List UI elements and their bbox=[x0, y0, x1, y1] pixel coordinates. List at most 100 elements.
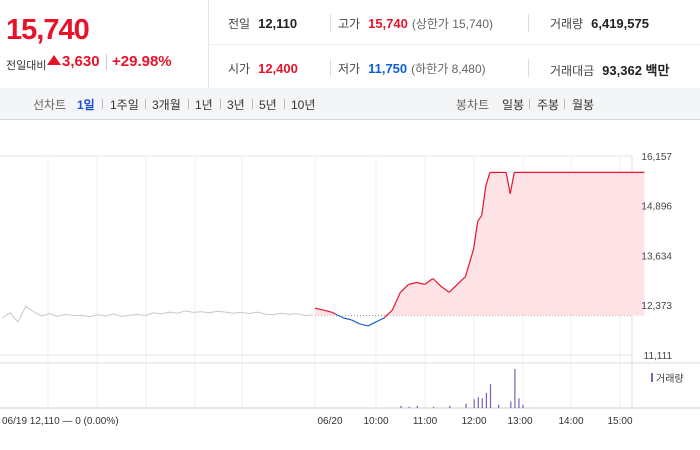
candle-weekly[interactable]: 주봉 bbox=[537, 98, 560, 112]
x-tick-label: 13:00 bbox=[507, 416, 532, 427]
change-value: 3,630 bbox=[62, 53, 100, 70]
divider bbox=[220, 99, 221, 109]
divider bbox=[564, 99, 565, 109]
x-tick-label: 15:00 bbox=[607, 416, 632, 427]
period-10y[interactable]: 10년 bbox=[291, 98, 316, 112]
price-box: 15,740 전일대비 3,630 +29.98% bbox=[0, 0, 209, 88]
price-segment bbox=[509, 172, 515, 194]
period-1y[interactable]: 1년 bbox=[195, 98, 213, 112]
stat-label: 시가 bbox=[228, 62, 251, 76]
stat-value: 93,362 백만 bbox=[602, 63, 670, 78]
divider bbox=[145, 99, 146, 109]
volume-bar bbox=[518, 398, 520, 409]
volume-legend-label: 거래량 bbox=[656, 373, 684, 385]
stat-low: 저가 11,750 (하한가 8,480) bbox=[338, 60, 486, 77]
volume-bar bbox=[416, 405, 418, 408]
y-tick-label: 13,634 bbox=[641, 252, 672, 263]
price-segment bbox=[399, 283, 409, 293]
y-tick-label: 16,157 bbox=[641, 152, 672, 163]
price-segment bbox=[335, 313, 344, 319]
period-1d[interactable]: 1일 bbox=[77, 98, 95, 112]
volume-bar bbox=[489, 384, 492, 408]
y-tick-label: 12,373 bbox=[641, 301, 672, 312]
price-segment bbox=[440, 285, 450, 293]
price-segment bbox=[391, 292, 401, 311]
y-axis: 16,157 14,896 13,634 12,373 11,111 bbox=[641, 152, 672, 362]
today-line bbox=[314, 171, 645, 327]
divider bbox=[252, 99, 253, 109]
prev-day-caption: 06/19 12,110 — 0 (0.00%) bbox=[2, 416, 119, 427]
line-chart-label: 선차트 bbox=[33, 98, 67, 112]
price-segment bbox=[432, 278, 442, 287]
price-segment bbox=[359, 323, 369, 327]
prev-day-series bbox=[1, 305, 314, 323]
candle-monthly[interactable]: 월봉 bbox=[572, 98, 595, 112]
stat-label: 전일 bbox=[228, 17, 251, 31]
price-segment bbox=[343, 317, 352, 321]
x-tick-label: 10:00 bbox=[363, 416, 388, 427]
stat-value: 6,419,575 bbox=[591, 16, 649, 31]
price-segment bbox=[448, 283, 458, 293]
price-segment bbox=[464, 248, 475, 277]
x-tick-label: 14:00 bbox=[558, 416, 583, 427]
divider bbox=[188, 99, 189, 109]
volume-bar bbox=[481, 398, 483, 409]
volume-bar bbox=[498, 404, 500, 409]
divider bbox=[528, 59, 529, 77]
price-segment bbox=[485, 172, 491, 187]
quote-header: 15,740 전일대비 3,630 +29.98% 전일 12,110 고가 15,… bbox=[0, 0, 700, 89]
stat-high: 고가 15,740 (상한가 15,740) bbox=[338, 15, 493, 32]
stat-trade-amount: 거래대금 93,362 백만 bbox=[550, 60, 669, 79]
candle-daily[interactable]: 일봉 bbox=[502, 98, 525, 112]
volume-bar bbox=[477, 397, 479, 408]
price-segment bbox=[375, 317, 385, 323]
volume-bar bbox=[510, 401, 512, 408]
y-tick-label: 11,111 bbox=[644, 351, 673, 362]
stat-value: 15,740 bbox=[368, 16, 408, 31]
volume-bar bbox=[485, 392, 487, 408]
price-segment bbox=[351, 319, 360, 325]
price-segment bbox=[481, 185, 487, 216]
prev-day-line bbox=[1, 305, 314, 323]
price-segment bbox=[424, 278, 434, 285]
divider bbox=[106, 54, 107, 70]
stat-label: 저가 bbox=[338, 62, 361, 76]
period-3m[interactable]: 3개월 bbox=[152, 98, 181, 112]
divider bbox=[330, 59, 331, 77]
volume-bar bbox=[473, 399, 475, 408]
stat-volume: 거래량 6,419,575 bbox=[550, 15, 649, 32]
price-segment bbox=[416, 281, 425, 285]
stat-label: 거래대금 bbox=[550, 64, 595, 78]
price-segment bbox=[505, 172, 511, 194]
stat-label: 고가 bbox=[338, 17, 361, 31]
divider bbox=[528, 14, 529, 32]
volume-bar bbox=[400, 405, 402, 408]
price-segment bbox=[477, 215, 483, 222]
period-3y[interactable]: 3년 bbox=[227, 98, 245, 112]
volume-bar bbox=[432, 406, 435, 408]
stat-value: 12,110 bbox=[258, 16, 298, 31]
stat-value: 11,750 bbox=[368, 61, 408, 76]
divider bbox=[529, 99, 530, 109]
stat-label: 거래량 bbox=[550, 17, 584, 31]
volume-panel: 거래량 bbox=[400, 369, 684, 409]
up-area-fill bbox=[315, 172, 645, 316]
divider bbox=[330, 14, 331, 32]
change-label: 전일대비 bbox=[6, 60, 47, 72]
price-segment bbox=[367, 321, 377, 327]
x-tick-label: 11:00 bbox=[413, 416, 438, 427]
price-segment bbox=[314, 307, 332, 313]
chart-toolbar: 선차트 1일 1주일 3개월 1년 3년 5년 10년 봉차트 일봉 주봉 월봉 bbox=[0, 88, 700, 120]
volume-bar bbox=[449, 405, 451, 408]
period-1w[interactable]: 1주일 bbox=[110, 98, 139, 112]
volume-bar bbox=[465, 403, 467, 408]
candle-chart-label: 봉차트 bbox=[456, 98, 490, 112]
price-chart[interactable]: 16,157 14,896 13,634 12,373 11,111 거래량 06/19… bbox=[0, 120, 700, 450]
stat-value: 12,400 bbox=[258, 61, 298, 76]
up-arrow-icon bbox=[47, 55, 61, 65]
current-price: 15,740 bbox=[6, 14, 90, 46]
stat-sub: (하한가 8,480) bbox=[411, 62, 486, 76]
period-5y[interactable]: 5년 bbox=[259, 98, 277, 112]
x-tick-label: 12:00 bbox=[461, 416, 486, 427]
volume-bar bbox=[408, 406, 410, 408]
